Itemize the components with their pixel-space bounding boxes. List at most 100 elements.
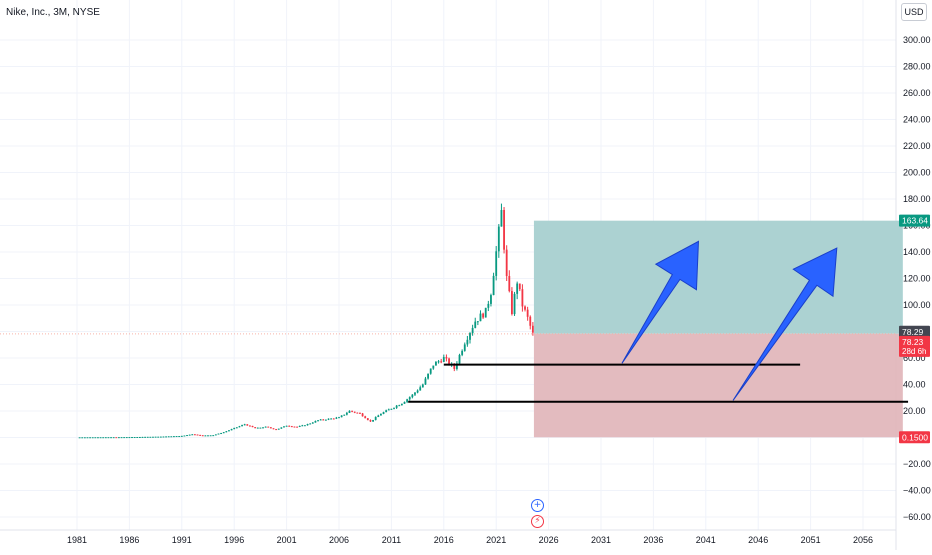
candle-body (293, 426, 296, 428)
candle-body (400, 403, 403, 406)
candle-body (359, 412, 361, 414)
candle-body (442, 357, 445, 362)
candle-body (296, 426, 298, 428)
candle-body (78, 437, 81, 439)
x-tick-label: 2046 (748, 535, 768, 545)
candle-body (314, 420, 317, 423)
candle-body (487, 303, 490, 308)
candle-body (94, 437, 97, 439)
candle-body (377, 415, 380, 418)
candle-body (317, 420, 319, 422)
candle-body (366, 418, 369, 421)
candle-body (152, 436, 154, 438)
x-tick-label: 1981 (67, 535, 87, 545)
candle-body (272, 428, 275, 430)
candle-body (125, 437, 128, 439)
candle-body (209, 435, 212, 437)
candle-body (259, 427, 262, 429)
candle-body (516, 283, 519, 294)
candle-body (183, 435, 186, 437)
arrow-icon (732, 247, 838, 401)
y-tick-label: 100.00 (903, 300, 931, 310)
y-tick-label: 20.00 (903, 406, 926, 416)
candle-body (500, 210, 503, 227)
y-tick-label: −20.00 (903, 459, 931, 469)
candle-body (508, 276, 511, 292)
candle-body (222, 432, 225, 434)
x-tick-label: 2021 (486, 535, 506, 545)
candle-body (86, 437, 89, 439)
x-tick-label: 1986 (119, 535, 139, 545)
candle-body (196, 434, 199, 436)
candle-body (99, 437, 102, 439)
candle-body (238, 426, 241, 428)
candle-body (319, 419, 322, 421)
candle-body (332, 418, 335, 420)
candle-body (144, 436, 147, 438)
candle-body (424, 378, 427, 385)
candle-body (131, 437, 133, 439)
candle-body (458, 354, 461, 364)
candle-body (374, 417, 377, 420)
candle-body (251, 425, 254, 428)
candle-body (157, 436, 160, 438)
candle-body (162, 436, 165, 438)
candle-body (479, 313, 482, 322)
candle-body (382, 412, 385, 414)
candle-body (220, 433, 223, 435)
y-tick-label: 180.00 (903, 194, 931, 204)
currency-button[interactable]: USD (901, 3, 927, 21)
plus-icon[interactable]: + (531, 499, 544, 512)
candle-body (262, 427, 264, 429)
candle-body (246, 424, 249, 426)
candle-body (288, 425, 291, 427)
candle-body (385, 410, 388, 413)
x-tick-label: 2036 (643, 535, 663, 545)
candle-body (387, 409, 390, 411)
candle-body (529, 316, 532, 326)
candle-body (513, 293, 516, 315)
stop-price-label: 0.1500 (902, 432, 928, 442)
candle-body (445, 357, 448, 359)
candle-body (495, 251, 498, 276)
candle-body (180, 435, 183, 437)
candle-body (364, 416, 367, 419)
x-tick-label: 2011 (382, 535, 401, 545)
candle-body (393, 407, 395, 409)
candle-body (395, 405, 398, 408)
candle-body (453, 364, 456, 369)
candle-body (235, 427, 238, 429)
y-tick-label: 240.00 (903, 115, 931, 125)
candle-body (380, 413, 382, 416)
flash-icon[interactable]: ⚡ (531, 515, 544, 528)
y-tick-label: 40.00 (903, 380, 926, 390)
candle-body (112, 437, 115, 439)
candle-body (503, 210, 505, 250)
candle-body (233, 427, 236, 430)
candle-body (285, 425, 288, 427)
current-price-label: 78.23 (902, 337, 924, 347)
candle-body (298, 425, 301, 427)
candle-body (524, 306, 526, 310)
candle-body (277, 428, 280, 430)
candle-body (81, 437, 84, 439)
candle-body (214, 434, 217, 436)
candle-body (311, 422, 314, 424)
y-tick-label: 120.00 (903, 274, 931, 284)
y-tick-label: −40.00 (903, 486, 931, 496)
candle-body (338, 417, 340, 419)
candle-body (330, 418, 333, 420)
candle-body (361, 413, 364, 417)
candle-body (290, 426, 293, 428)
candle-body (526, 309, 529, 317)
candle-body (492, 275, 495, 296)
candle-body (497, 226, 500, 252)
candle-body (353, 411, 356, 413)
candle-body (146, 436, 149, 438)
y-tick-label: 300.00 (903, 35, 931, 45)
candle-body (343, 414, 346, 416)
x-tick-label: 2026 (539, 535, 559, 545)
candle-body (398, 405, 401, 407)
